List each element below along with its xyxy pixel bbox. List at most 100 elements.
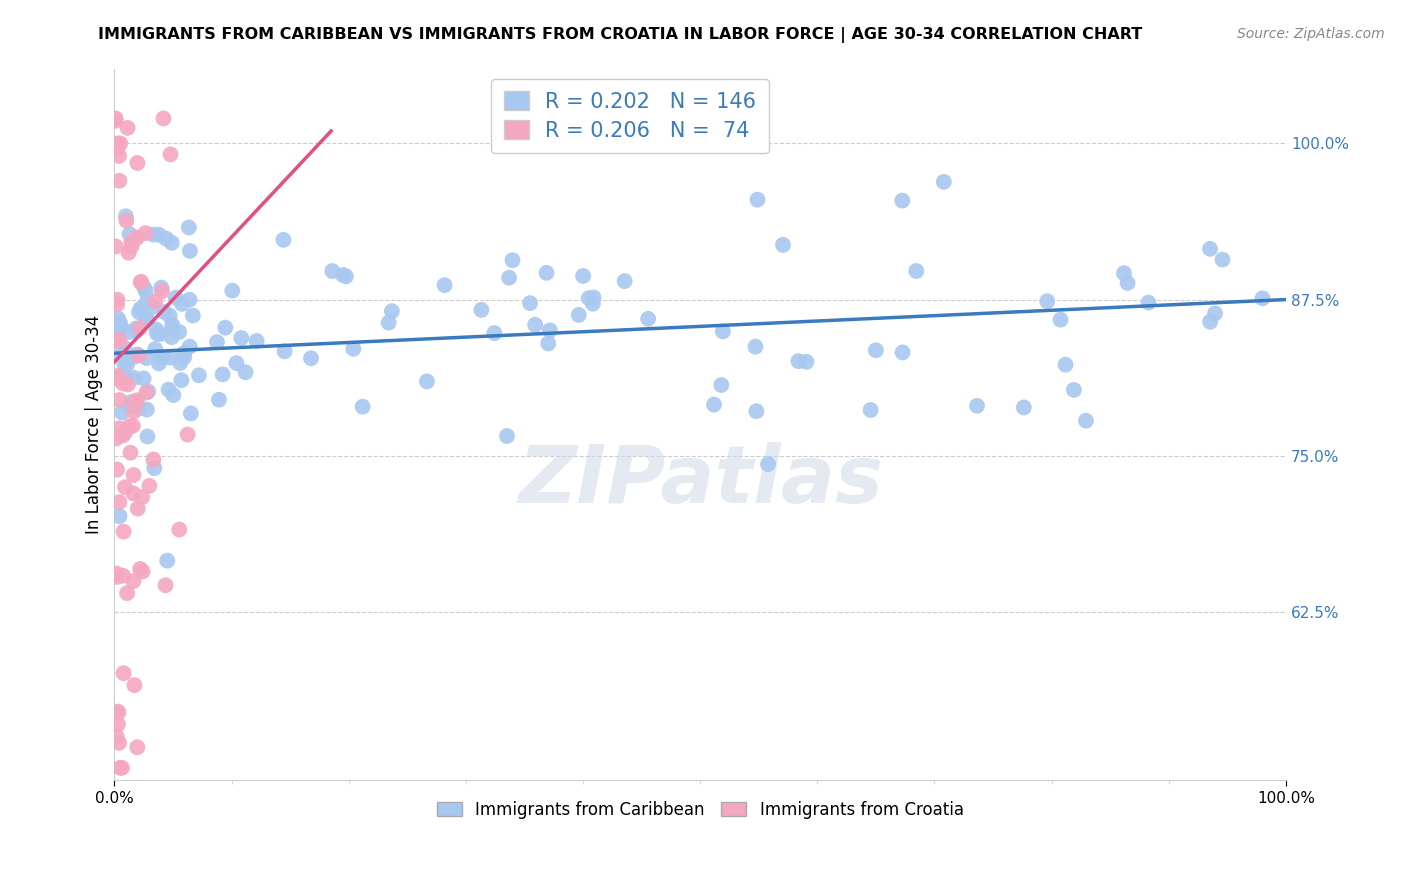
Point — [108, 333, 131, 347]
Point — [1049, 312, 1071, 326]
Point — [125, 324, 148, 338]
Point — [104, 112, 127, 126]
Point — [150, 280, 173, 294]
Text: ZIPatlas: ZIPatlas — [517, 442, 883, 520]
Point — [105, 297, 128, 311]
Point — [125, 393, 148, 408]
Point — [747, 193, 769, 207]
Point — [273, 344, 295, 359]
Point — [568, 308, 591, 322]
Point — [180, 407, 202, 421]
Point — [143, 461, 166, 475]
Point — [131, 565, 153, 579]
Point — [108, 509, 131, 524]
Point — [121, 418, 143, 433]
Point — [150, 285, 173, 299]
Point — [167, 325, 190, 339]
Point — [1116, 276, 1139, 290]
Point — [1074, 414, 1097, 428]
Point — [905, 264, 928, 278]
Point — [107, 368, 129, 383]
Point — [108, 392, 131, 407]
Point — [637, 311, 659, 326]
Point — [110, 321, 132, 335]
Point — [110, 761, 132, 775]
Point — [335, 269, 357, 284]
Y-axis label: In Labor Force | Age 30-34: In Labor Force | Age 30-34 — [86, 315, 103, 534]
Point — [142, 227, 165, 242]
Point — [114, 480, 136, 494]
Point — [104, 334, 127, 348]
Point — [108, 421, 131, 435]
Point — [966, 399, 988, 413]
Point — [235, 365, 257, 379]
Point — [114, 341, 136, 355]
Point — [156, 554, 179, 568]
Point — [1036, 294, 1059, 309]
Point — [152, 112, 174, 126]
Point — [160, 330, 183, 344]
Point — [162, 322, 184, 336]
Point — [127, 740, 149, 755]
Point — [105, 432, 128, 446]
Point — [578, 291, 600, 305]
Point — [127, 347, 149, 361]
Point — [159, 351, 181, 365]
Point — [111, 761, 134, 775]
Point — [118, 419, 141, 434]
Point — [104, 239, 127, 253]
Point — [115, 371, 138, 385]
Point — [135, 385, 157, 400]
Point — [484, 326, 506, 340]
Point — [121, 239, 143, 253]
Point — [136, 313, 159, 327]
Point — [148, 356, 170, 370]
Point — [214, 320, 236, 334]
Point — [142, 452, 165, 467]
Point — [179, 340, 201, 354]
Point — [128, 305, 150, 319]
Point — [160, 318, 183, 332]
Point — [146, 326, 169, 341]
Point — [112, 524, 135, 539]
Point — [138, 479, 160, 493]
Point — [148, 227, 170, 242]
Text: IMMIGRANTS FROM CARIBBEAN VS IMMIGRANTS FROM CROATIA IN LABOR FORCE | AGE 30-34 : IMMIGRANTS FROM CARIBBEAN VS IMMIGRANTS … — [98, 27, 1143, 43]
Point — [1112, 266, 1135, 280]
Point — [179, 244, 201, 258]
Point — [107, 136, 129, 151]
Point — [114, 425, 136, 439]
Point — [745, 404, 768, 418]
Point — [108, 736, 131, 750]
Point — [299, 351, 322, 366]
Point — [110, 347, 132, 361]
Point — [1199, 242, 1222, 256]
Point — [170, 373, 193, 387]
Point — [162, 388, 184, 402]
Point — [135, 311, 157, 326]
Point — [537, 336, 560, 351]
Point — [246, 334, 269, 348]
Point — [120, 235, 142, 249]
Point — [221, 284, 243, 298]
Point — [128, 349, 150, 363]
Point — [498, 270, 520, 285]
Text: Source: ZipAtlas.com: Source: ZipAtlas.com — [1237, 27, 1385, 41]
Point — [377, 316, 399, 330]
Point — [132, 371, 155, 385]
Point — [231, 331, 253, 345]
Point — [170, 297, 193, 311]
Point — [932, 175, 955, 189]
Point — [865, 343, 887, 358]
Point — [160, 235, 183, 250]
Point — [211, 368, 233, 382]
Point — [105, 566, 128, 581]
Point — [118, 227, 141, 241]
Point — [173, 350, 195, 364]
Point — [131, 490, 153, 504]
Point — [703, 398, 725, 412]
Point — [179, 293, 201, 307]
Point — [470, 302, 492, 317]
Point — [136, 384, 159, 399]
Point — [108, 316, 131, 330]
